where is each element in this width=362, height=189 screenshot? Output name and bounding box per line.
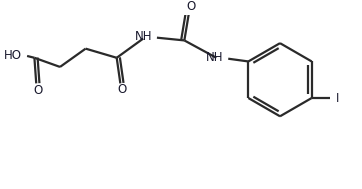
Text: O: O [186,0,195,13]
Text: NH: NH [206,51,224,64]
Text: HO: HO [4,50,22,62]
Text: NH: NH [135,30,152,43]
Text: O: O [33,84,43,97]
Text: O: O [118,83,127,96]
Text: I: I [336,91,339,105]
